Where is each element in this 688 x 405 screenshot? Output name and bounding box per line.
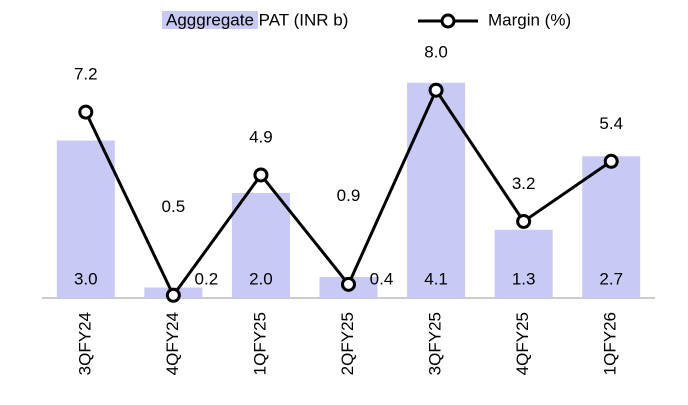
line-value-label: 0.9 xyxy=(337,186,361,205)
x-tick-label: 1QFY26 xyxy=(601,312,620,375)
legend-label: Margin (%) xyxy=(488,10,571,29)
bar-value-label: 3.0 xyxy=(74,269,98,288)
x-tick-label: 4QFY25 xyxy=(513,312,532,375)
legend-label: Agggregate PAT (INR b) xyxy=(166,10,348,29)
x-tick-label: 2QFY25 xyxy=(338,312,357,375)
bar xyxy=(494,229,553,298)
marker xyxy=(165,287,181,303)
marker xyxy=(428,82,444,98)
legend-swatch-marker xyxy=(440,13,456,29)
bar-value-label: 2.0 xyxy=(249,269,273,288)
marker xyxy=(341,276,356,292)
bar xyxy=(407,82,466,298)
line-value-label: 7.2 xyxy=(74,65,98,84)
line-value-label: 3.2 xyxy=(512,174,536,193)
marker xyxy=(603,153,619,169)
bar xyxy=(582,156,641,298)
bar-value-label: 0.2 xyxy=(195,269,219,288)
bar-value-label: 0.4 xyxy=(370,269,394,288)
x-tick-label: 4QFY24 xyxy=(163,312,182,375)
marker xyxy=(78,104,94,120)
marker xyxy=(516,213,532,229)
line-value-label: 0.5 xyxy=(162,197,186,216)
line-value-label: 4.9 xyxy=(249,127,273,146)
bar-value-label: 2.7 xyxy=(599,269,623,288)
x-tick-label: 3QFY24 xyxy=(75,312,94,375)
line-value-label: 5.4 xyxy=(599,114,623,133)
bar-value-label: 4.1 xyxy=(424,269,448,288)
bar-value-label: 1.3 xyxy=(512,269,536,288)
line-value-label: 8.0 xyxy=(424,43,448,62)
marker xyxy=(253,167,269,183)
legend-swatch-bar xyxy=(162,11,258,29)
x-tick-label: 3QFY25 xyxy=(426,312,445,375)
bar xyxy=(56,140,115,298)
bar xyxy=(231,193,290,298)
x-tick-label: 1QFY25 xyxy=(250,312,269,375)
